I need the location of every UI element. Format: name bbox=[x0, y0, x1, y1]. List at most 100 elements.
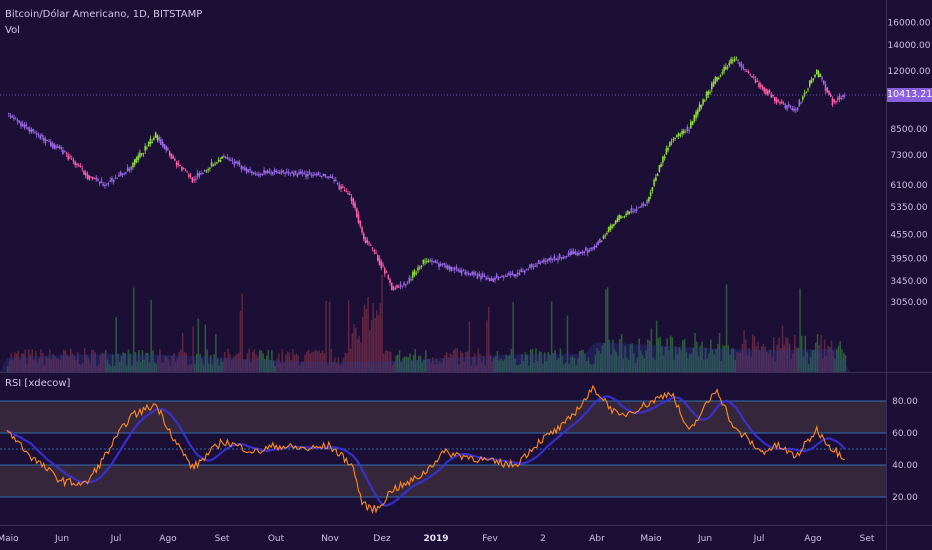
price-candle-body bbox=[165, 146, 167, 151]
price-candle-body bbox=[216, 162, 218, 164]
price-candle-body bbox=[536, 264, 538, 266]
price-candle-body bbox=[84, 172, 87, 176]
volume-bar bbox=[309, 353, 312, 372]
symbol-title[interactable]: Bitcoin/Dólar Americano, 1D, BITSTAMP bbox=[5, 9, 203, 20]
price-candle-body bbox=[502, 276, 505, 278]
price-candle-body bbox=[551, 258, 554, 260]
volume-bar bbox=[279, 362, 282, 372]
price-candle-body bbox=[46, 139, 48, 141]
volume-bar bbox=[223, 352, 226, 372]
price-candle-body bbox=[663, 156, 666, 159]
price-candle-body bbox=[569, 251, 571, 256]
price-candle-body bbox=[226, 156, 229, 159]
volume-bar bbox=[673, 359, 675, 372]
volume-bar bbox=[241, 293, 243, 372]
volume-bar bbox=[648, 340, 651, 372]
volume-bar bbox=[676, 354, 679, 372]
volume-bar bbox=[447, 357, 450, 372]
rsi-title[interactable]: RSI [xdecow] bbox=[5, 378, 71, 389]
time-tick-label: Dez bbox=[373, 534, 390, 544]
volume-bar bbox=[411, 360, 413, 372]
volume-bar bbox=[493, 358, 495, 372]
price-candle-body bbox=[595, 245, 598, 248]
price-candle-body bbox=[635, 209, 638, 212]
volume-bar bbox=[50, 359, 53, 372]
volume-bar bbox=[167, 359, 170, 372]
price-candle-body bbox=[455, 266, 458, 269]
volume-bar bbox=[286, 351, 289, 372]
time-tick-label: Jun bbox=[697, 534, 712, 544]
price-candle-body bbox=[95, 177, 97, 180]
price-candle-body bbox=[294, 170, 297, 174]
volume-bar bbox=[823, 339, 826, 372]
price-candle-body bbox=[345, 191, 348, 193]
volume-bar bbox=[781, 325, 784, 372]
volume-bar bbox=[764, 346, 766, 372]
price-candle-body bbox=[600, 240, 603, 242]
volume-bar bbox=[15, 353, 18, 372]
price-candle-body bbox=[90, 176, 92, 178]
price-candle-body bbox=[426, 260, 428, 262]
price-candle-body bbox=[371, 247, 374, 249]
time-tick-label: 2 bbox=[540, 534, 546, 544]
price-candle-body bbox=[739, 62, 741, 66]
volume-bar bbox=[227, 348, 229, 372]
price-tick-label: 8500.00 bbox=[890, 125, 927, 135]
volume-bar bbox=[134, 352, 137, 372]
price-candle-body bbox=[184, 170, 187, 172]
volume-bar bbox=[720, 361, 723, 372]
price-candle-body bbox=[97, 178, 99, 181]
price-candle-body bbox=[506, 275, 508, 277]
price-candle-body bbox=[711, 83, 713, 90]
volume-bar bbox=[278, 353, 280, 372]
price-candle-body bbox=[740, 64, 743, 68]
price-candle-body bbox=[35, 133, 38, 135]
price-candle-body bbox=[357, 214, 360, 223]
price-candle-body bbox=[298, 171, 300, 174]
volume-label[interactable]: Vol bbox=[5, 25, 20, 36]
price-candle-body bbox=[473, 271, 475, 275]
price-candle-body bbox=[237, 161, 239, 164]
volume-bar bbox=[173, 353, 175, 372]
volume-bar bbox=[136, 361, 138, 372]
price-candle-body bbox=[338, 184, 341, 190]
volume-bar bbox=[19, 359, 21, 372]
volume-bar bbox=[43, 364, 46, 372]
volume-bar bbox=[524, 352, 527, 372]
volume-bar bbox=[741, 344, 744, 372]
volume-bar bbox=[682, 340, 684, 372]
volume-bar bbox=[99, 354, 102, 372]
price-candle-body bbox=[126, 167, 129, 172]
volume-bar bbox=[748, 347, 751, 372]
volume-bar bbox=[467, 351, 469, 372]
volume-bar bbox=[187, 365, 189, 372]
volume-bar bbox=[316, 351, 319, 372]
volume-bar bbox=[759, 350, 761, 372]
volume-bar bbox=[146, 352, 149, 372]
volume-bar bbox=[699, 345, 702, 372]
price-candle-body bbox=[93, 178, 96, 180]
price-candle-body bbox=[653, 179, 655, 186]
price-candle-body bbox=[457, 269, 459, 271]
volume-bar bbox=[460, 350, 462, 372]
price-candle-body bbox=[697, 109, 699, 115]
price-candle-body bbox=[62, 150, 64, 155]
price-candle-body bbox=[532, 266, 535, 268]
volume-bar bbox=[363, 304, 366, 372]
price-candle-body bbox=[592, 247, 594, 249]
price-candle-body bbox=[656, 174, 659, 177]
volume-bar bbox=[141, 350, 144, 372]
price-candle-body bbox=[539, 263, 542, 265]
volume-bar bbox=[215, 334, 217, 372]
price-candle-body bbox=[154, 132, 157, 138]
price-candle-body bbox=[72, 160, 75, 162]
volume-bar bbox=[234, 355, 236, 372]
price-candle-body bbox=[244, 167, 246, 171]
volume-bar bbox=[463, 361, 465, 372]
volume-bar bbox=[122, 352, 124, 372]
price-candle-body bbox=[219, 160, 222, 162]
volume-bar bbox=[304, 354, 306, 372]
price-candle-body bbox=[641, 204, 643, 207]
price-candle-body bbox=[429, 260, 431, 262]
